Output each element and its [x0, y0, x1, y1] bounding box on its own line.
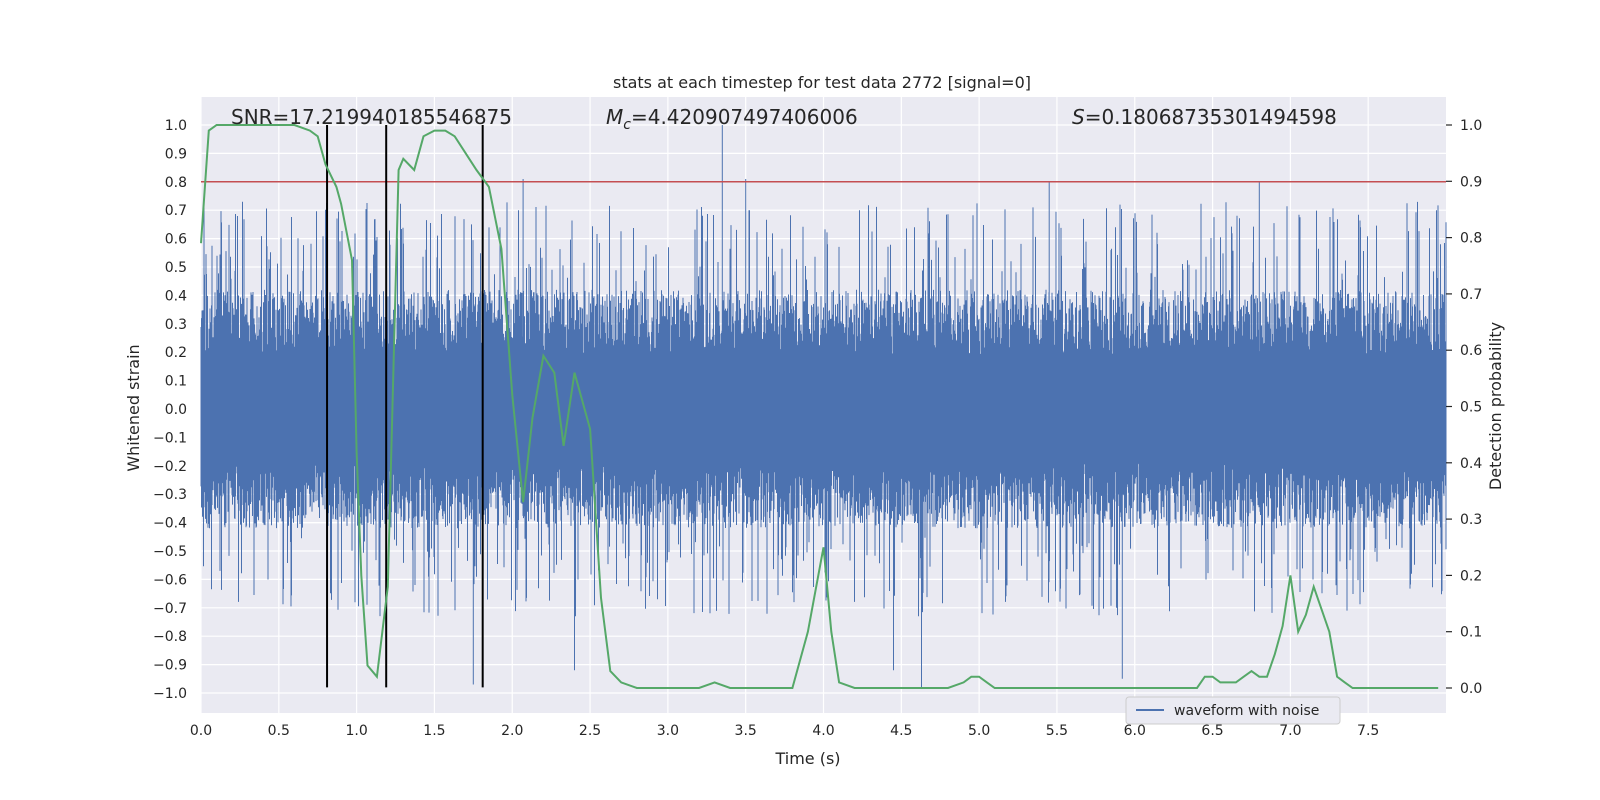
- x-tick-label: 1.5: [423, 723, 445, 739]
- s-annotation: S=0.18068735301494598: [1072, 105, 1337, 129]
- y-left-tick-label: 0.4: [165, 288, 187, 304]
- y-left-tick-label: 1.0: [165, 118, 187, 134]
- chirp-mass-symbol: M: [606, 105, 623, 129]
- y-left-axis-ticks: 1.0 0.9 0.8 0.7 0.6 0.5 0.4 0.3 0.2 0.1 0.0 −0.1 −0.…: [153, 118, 187, 702]
- y-right-tick-label: 0.7: [1460, 287, 1482, 303]
- chirp-mass-subscript: c: [623, 117, 631, 133]
- y-left-tick-label: 0.6: [165, 232, 187, 248]
- y-left-tick-label: 0.0: [165, 402, 187, 418]
- y-left-tick-label: −0.4: [153, 516, 187, 532]
- waveform-core-band: [201, 355, 1446, 463]
- legend: waveform with noise: [1125, 696, 1341, 725]
- x-tick-label: 2.0: [501, 723, 523, 739]
- x-axis-ticks: 0.0 0.5 1.0 1.5 2.0 2.5 3.0 3.5 4.0 4.5 5.0 5.5 6.0 6…: [190, 723, 1379, 739]
- y-left-tick-label: 0.2: [165, 345, 187, 361]
- x-tick-label: 3.5: [735, 723, 757, 739]
- y-left-tick-label: −0.9: [153, 658, 187, 674]
- y-left-tick-label: 0.8: [165, 175, 187, 191]
- y-left-tick-label: −0.1: [153, 430, 187, 446]
- x-tick-label: 1.0: [345, 723, 367, 739]
- x-tick-label: 0.0: [190, 723, 212, 739]
- x-tick-label: 3.0: [657, 723, 679, 739]
- y-right-tick-label: 1.0: [1460, 118, 1482, 134]
- y-right-tick-label: 0.2: [1460, 568, 1482, 584]
- y-left-tick-label: 0.5: [165, 260, 187, 276]
- x-tick-label: 4.0: [812, 723, 834, 739]
- x-tick-label: 6.0: [1124, 723, 1146, 739]
- snr-annotation: SNR=17.219940185546875: [231, 105, 512, 129]
- y-right-tick-label: 0.8: [1460, 231, 1482, 247]
- chirp-mass-value: =4.420907497406006: [631, 105, 858, 129]
- s-value: =0.18068735301494598: [1085, 105, 1337, 129]
- y-left-tick-label: −0.7: [153, 601, 187, 617]
- y-left-tick-label: −0.8: [153, 629, 187, 645]
- x-tick-label: 5.5: [1046, 723, 1068, 739]
- x-tick-label: 5.0: [968, 723, 990, 739]
- x-tick-label: 7.5: [1357, 723, 1379, 739]
- x-axis-label: Time (s): [774, 749, 840, 768]
- y-left-tick-label: −0.2: [153, 459, 187, 475]
- waveform-with-noise-series: [200, 125, 1447, 688]
- x-tick-label: 6.5: [1201, 723, 1223, 739]
- y-right-tick-label: 0.4: [1460, 456, 1482, 472]
- chirp-mass-annotation: Mc=4.420907497406006: [606, 105, 858, 133]
- y-left-tick-label: 0.7: [165, 203, 187, 219]
- x-tick-label: 7.0: [1279, 723, 1301, 739]
- y-left-tick-label: −0.6: [153, 572, 187, 588]
- y-left-tick-label: −1.0: [153, 686, 187, 702]
- detection-probability-series: [200, 124, 1439, 689]
- y-left-axis-label: Whitened strain: [124, 344, 143, 471]
- y-right-axis-ticks: 1.0 0.9 0.8 0.7 0.6 0.5 0.4 0.3 0.2 0.1 0.0: [1446, 118, 1482, 697]
- x-tick-label: 0.5: [268, 723, 290, 739]
- y-right-tick-label: 0.1: [1460, 625, 1482, 641]
- y-left-tick-label: 0.3: [165, 317, 187, 333]
- y-left-tick-label: 0.9: [165, 146, 187, 162]
- x-tick-label: 2.5: [579, 723, 601, 739]
- legend-label-waveform: waveform with noise: [1174, 703, 1319, 719]
- detection-probability-line: [200, 124, 1439, 689]
- y-right-tick-label: 0.6: [1460, 343, 1482, 359]
- y-right-tick-label: 0.9: [1460, 174, 1482, 190]
- y-left-tick-label: 0.1: [165, 374, 187, 390]
- y-left-tick-label: −0.3: [153, 487, 187, 503]
- legend-box: [1125, 696, 1341, 725]
- y-right-tick-label: 0.0: [1460, 681, 1482, 697]
- s-symbol: S: [1072, 105, 1085, 129]
- y-right-axis-label: Detection probability: [1486, 322, 1505, 490]
- chart-title: stats at each timestep for test data 277…: [613, 73, 1031, 92]
- y-right-tick-label: 0.5: [1460, 400, 1482, 416]
- x-tick-label: 4.5: [890, 723, 912, 739]
- y-left-tick-label: −0.5: [153, 544, 187, 560]
- y-right-tick-label: 0.3: [1460, 512, 1482, 528]
